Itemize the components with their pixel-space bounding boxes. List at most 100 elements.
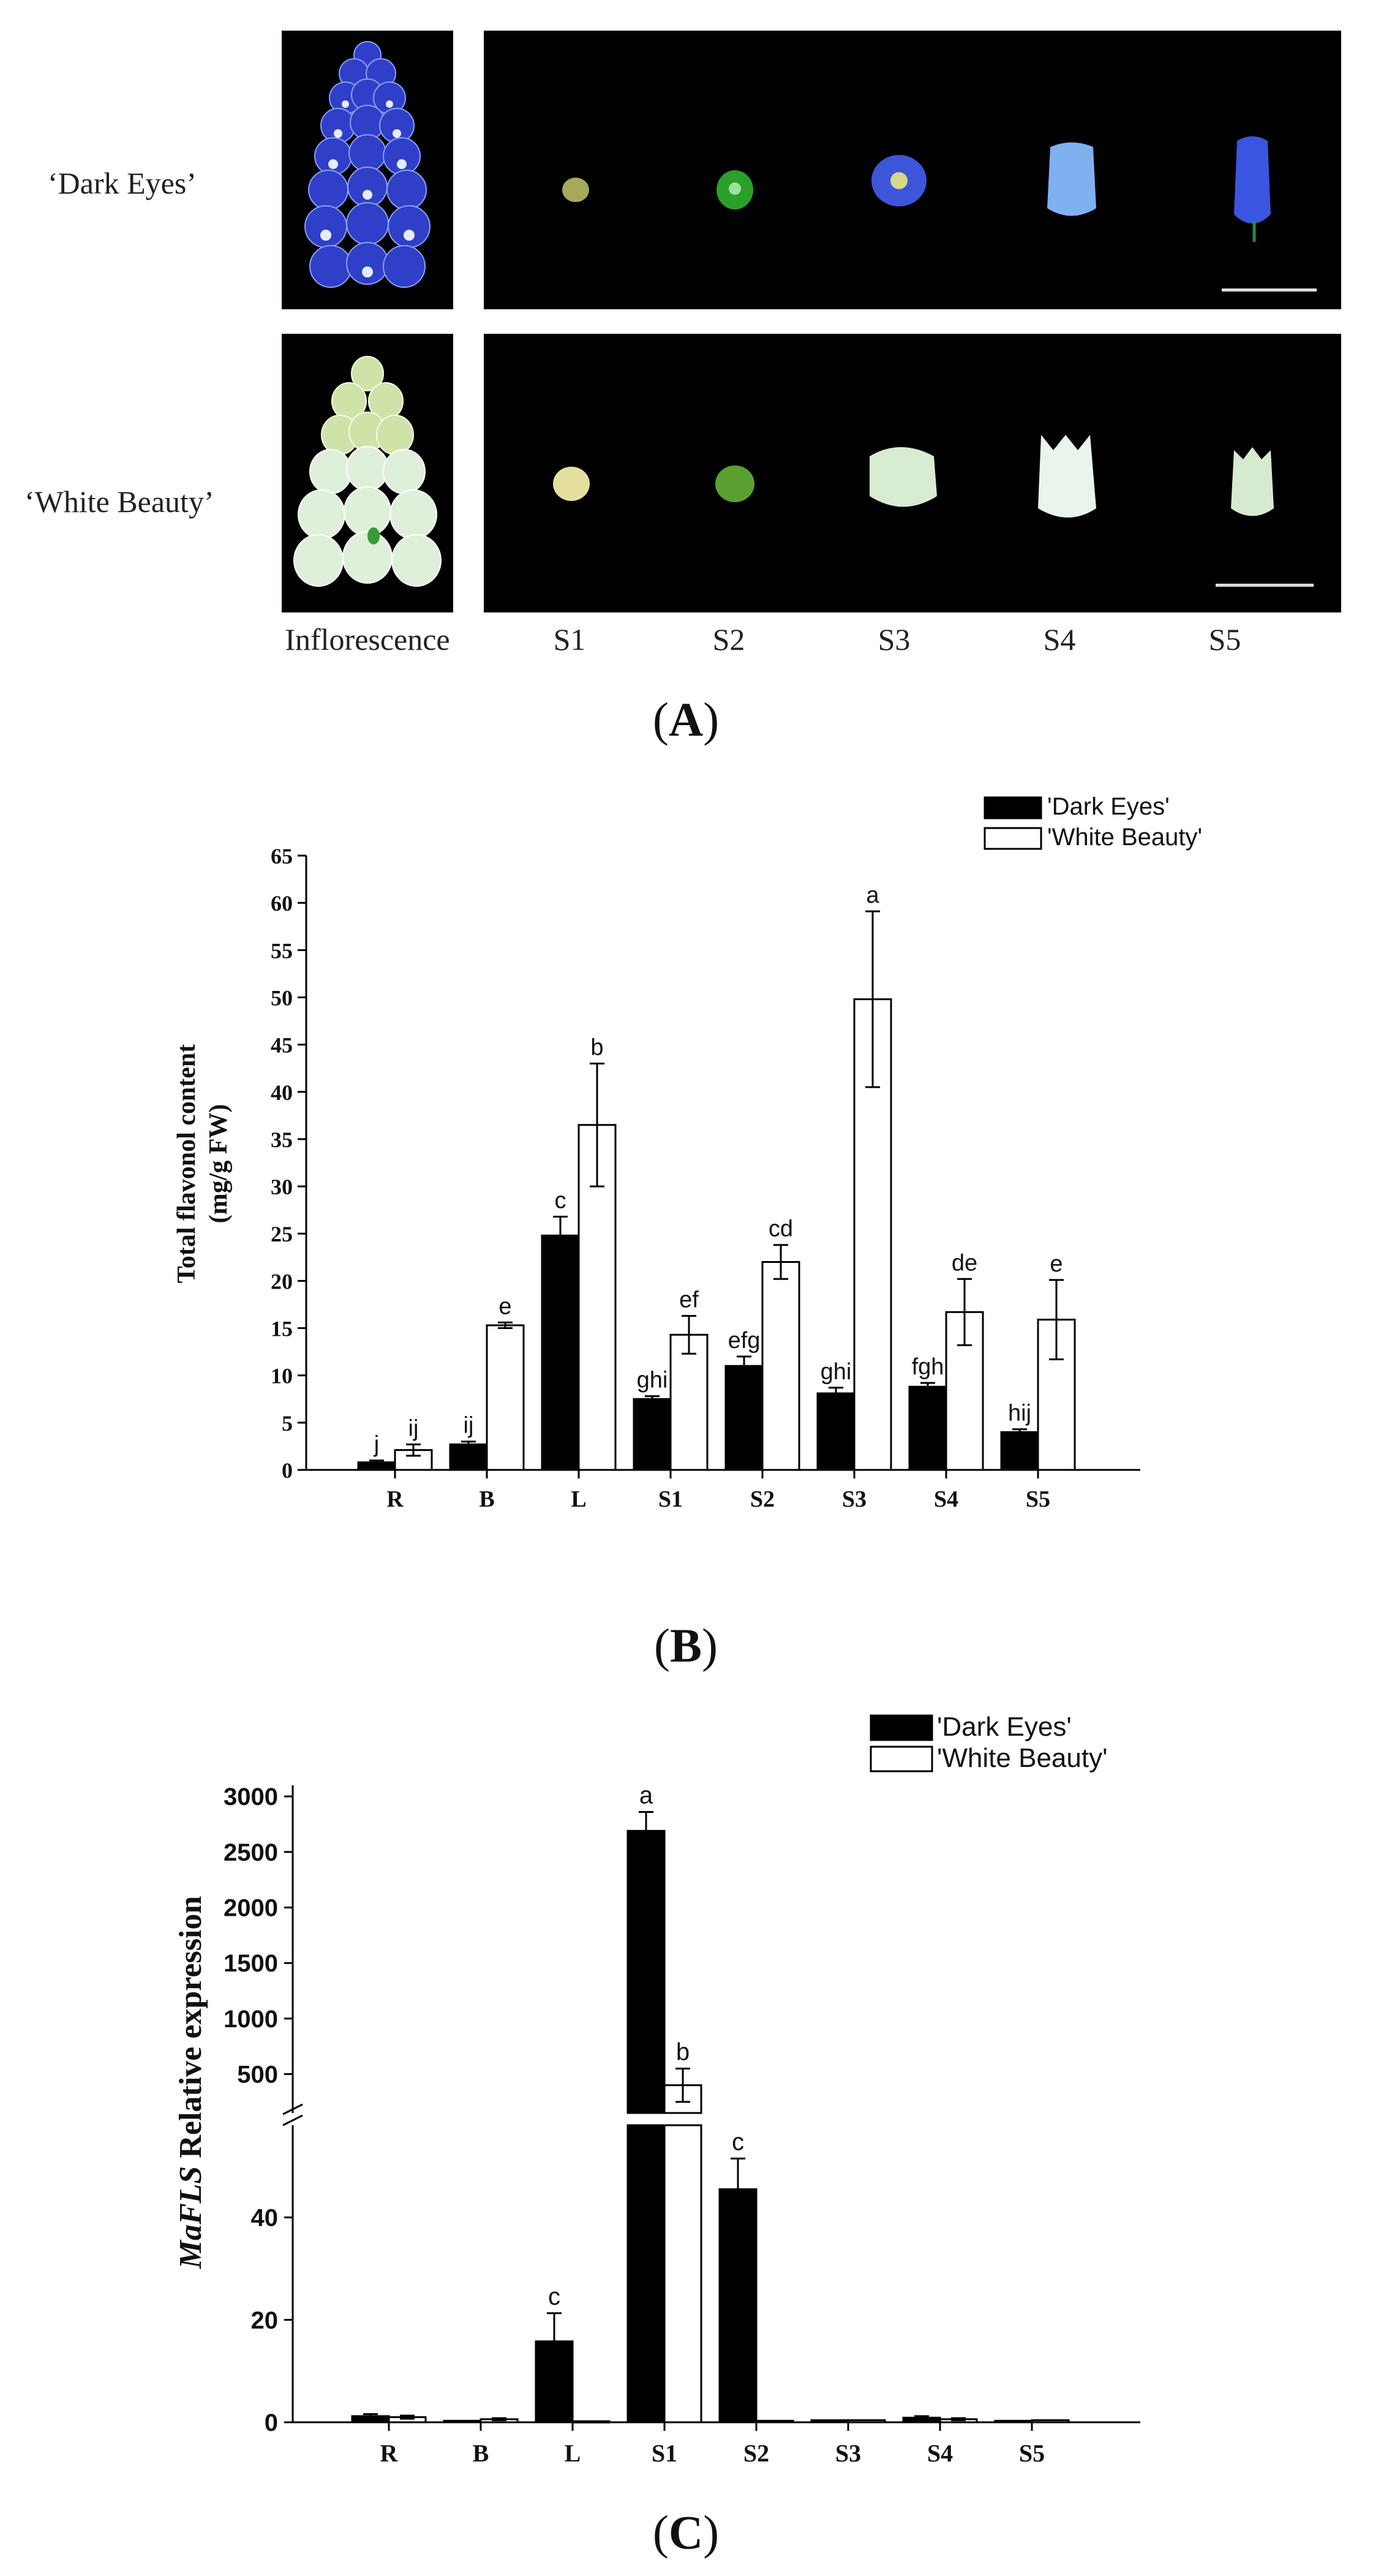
bar-b-dark-eyes-S3 [816,1392,856,1471]
x-tick-label-c: S1 [652,2439,677,2467]
legend-b-white-label: 'White Beauty' [1047,824,1202,851]
legend-b: 'Dark Eyes' 'White Beauty' [984,793,1202,851]
row-label-white-beauty: ‘White Beauty’ [24,484,214,519]
y-tick-label-b: 10 [271,1364,293,1388]
chart-b-total-flavonol: 'Dark Eyes' 'White Beauty' Total flavono… [173,793,1202,1512]
bar-b-dark-eyes-S1 [633,1398,672,1471]
y-tick-label-b: 5 [282,1411,293,1436]
axis-break-mark-1 [282,2103,303,2115]
x-tick-label-c: S4 [927,2439,953,2467]
photo-white-beauty-stages [484,334,1341,612]
y-tick-label-c: 2000 [224,1894,278,1921]
dark-eyes-s5-flower [1234,136,1271,224]
y-tick-label-c: 3000 [224,1783,278,1810]
legend-c-dark-label: 'Dark Eyes' [937,1712,1072,1742]
bar-c-white-beauty-S5 [1031,2419,1070,2423]
x-tick-label-c: B [473,2439,489,2467]
bar-c-dark-eyes-S3 [810,2419,849,2423]
bar-b-dark-eyes-L [541,1234,580,1471]
column-label-s5: S5 [1208,622,1241,657]
y-tick-label-c: 1000 [224,2006,278,2033]
bar-c-dark-eyes-S2 [718,2188,758,2423]
legend-b-dark-label: 'Dark Eyes' [1047,793,1170,820]
y-axis-label-b-line2: (mg/g FW) [205,1104,233,1224]
legend-b-white-swatch [984,827,1042,850]
y-axis-label-b-line1: Total flavonol content [173,1044,201,1283]
bar-c-white-beauty-L [571,2420,611,2423]
white-beauty-s2-flower [715,465,754,502]
significance-letter-b: efg [728,1328,761,1354]
photo-dark-eyes-stages [484,31,1341,309]
dark-eyes-s1-flower [562,178,589,202]
significance-letter-b: ghi [637,1368,668,1393]
x-tick-label-b: S4 [934,1486,958,1512]
axis-break-mark-2 [282,2114,303,2126]
bar-b-dark-eyes-S5 [1000,1431,1039,1471]
chart-c-mafls-expression: 'Dark Eyes' 'White Beauty' MaFLS Relativ… [173,1712,1140,2467]
x-tick-label-c: S2 [743,2439,769,2467]
y-tick-label-b: 15 [271,1317,293,1341]
significance-letter-b: cd [769,1216,793,1242]
column-label-s3: S3 [878,622,911,657]
bar-c-dark-eyes-S1-upper [626,1829,666,2114]
y-tick-label-b: 50 [271,985,293,1010]
white-beauty-s3-flower [870,447,937,507]
y-tick-label-b: 20 [271,1269,293,1294]
column-label-s1: S1 [553,622,586,657]
significance-letter-c: b [676,2038,690,2065]
panel-label-c: (C) [652,2506,720,2559]
x-tick-label-b: B [479,1486,494,1512]
y-tick-label-b: 55 [271,938,293,963]
y-tick-label-b: 60 [271,891,293,916]
significance-letter-c: a [639,1782,653,1809]
bar-b-white-beauty-S2 [761,1261,800,1471]
column-label-s4: S4 [1043,622,1076,657]
significance-letter-b: e [498,1294,511,1319]
y-tick-label-c: 500 [237,2062,278,2088]
y-tick-label-b: 30 [271,1175,293,1199]
y-tick-label-c: 2500 [224,1839,278,1866]
x-tick-label-b: S1 [658,1486,683,1512]
x-tick-label-b: S2 [750,1486,775,1512]
white-beauty-s5-flower [1231,447,1274,516]
y-tick-label-c: 20 [251,2307,279,2334]
photo-dark-eyes-inflorescence [282,31,453,309]
x-tick-label-b: L [571,1486,586,1512]
x-tick-label-c: S3 [835,2439,861,2467]
y-axis-label-c: MaFLS Relative expression [173,1896,208,2270]
significance-letter-b: j [374,1432,379,1458]
significance-letter-c: c [732,2128,744,2155]
significance-letter-b: de [952,1250,977,1276]
y-tick-label-c: 40 [251,2205,279,2232]
white-beauty-s1-flower [553,467,590,501]
bar-b-white-beauty-S1 [669,1333,709,1471]
bar-b-white-beauty-S3 [853,998,892,1471]
x-tick-label-c: S5 [1019,2439,1045,2467]
y-axis-label-c-rest: Relative expression [173,1896,208,2166]
panel-label-a: (A) [652,693,720,746]
white-beauty-s4-flower [1038,435,1096,518]
y-tick-label-c: 0 [265,2409,278,2436]
bar-c-dark-eyes-S5 [994,2419,1033,2423]
y-tick-label-b: 65 [271,844,293,868]
x-tick-label-c: R [380,2439,399,2467]
x-tick-label-b: R [386,1486,404,1512]
bar-c-white-beauty-S2 [755,2419,794,2423]
significance-letter-b: c [555,1188,566,1213]
bar-c-dark-eyes-B [443,2419,482,2423]
scale-bar [1222,288,1317,292]
bar-b-dark-eyes-S4 [908,1385,947,1471]
dark-eyes-s4-flower [1047,142,1096,216]
significance-letter-b: e [1050,1251,1063,1277]
y-tick-label-b: 25 [271,1222,293,1246]
y-tick-label-b: 45 [271,1033,293,1058]
column-label-inflorescence: Inflorescence [285,622,450,657]
significance-letter-b: ghi [821,1359,852,1385]
bar-b-dark-eyes-S2 [724,1365,764,1471]
y-tick-label-b: 35 [271,1128,293,1152]
panel-label-b: (B) [654,1619,718,1672]
legend-c-white-label: 'White Beauty' [937,1743,1107,1773]
column-label-s2: S2 [712,622,745,657]
scale-bar [1216,584,1314,587]
significance-letter-b: ef [679,1287,699,1312]
